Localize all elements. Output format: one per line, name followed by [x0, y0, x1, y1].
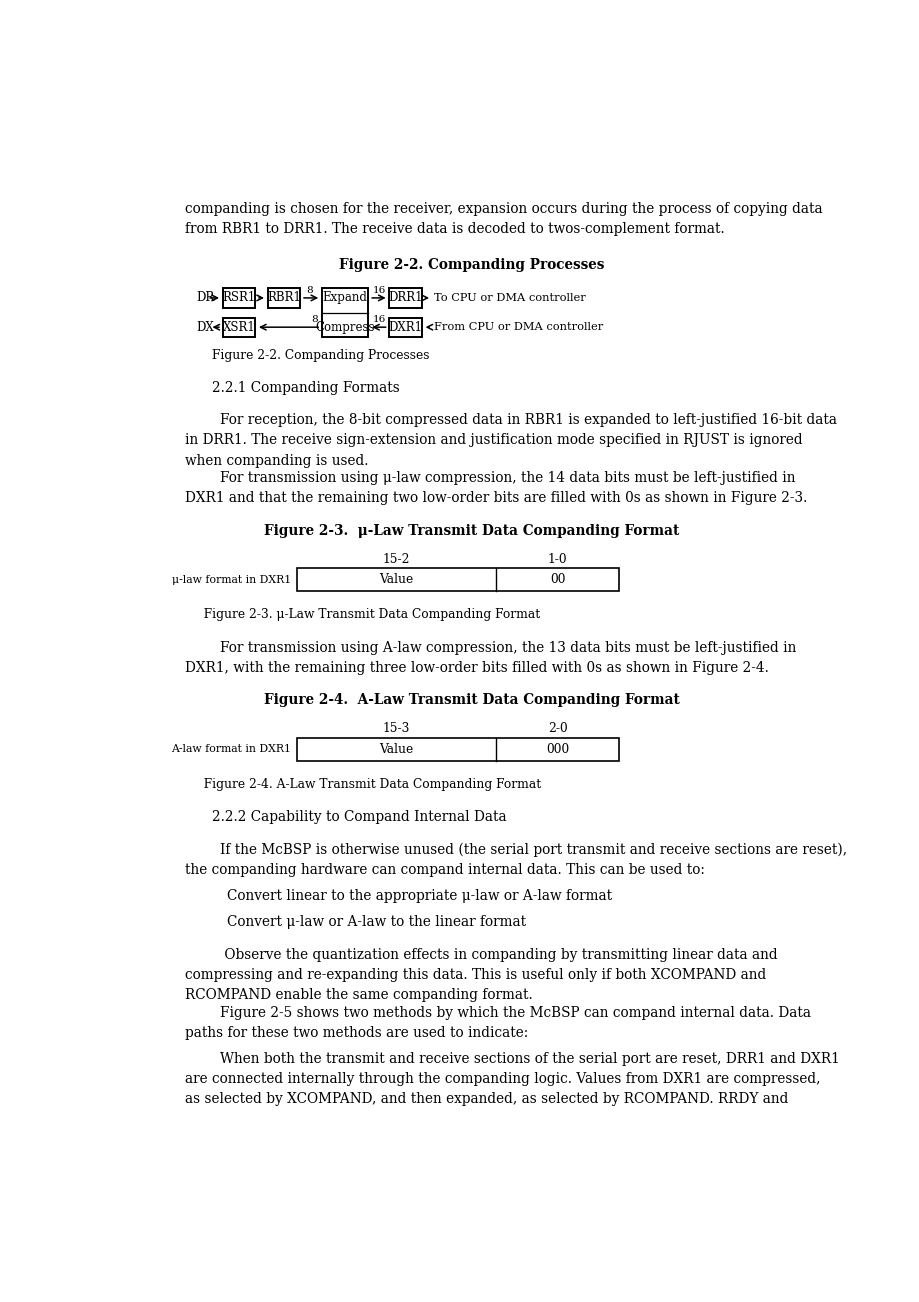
Text: DR: DR: [196, 292, 214, 305]
Text: When both the transmit and receive sections of the serial port are reset, DRR1 a: When both the transmit and receive secti…: [185, 1052, 839, 1105]
Text: Observe the quantization effects in companding by transmitting linear data and
c: Observe the quantization effects in comp…: [185, 948, 777, 1003]
Text: 00: 00: [550, 573, 564, 586]
Bar: [267, 288, 300, 307]
Text: Figure 2-4. A-Law Transmit Data Companding Format: Figure 2-4. A-Law Transmit Data Compandi…: [196, 777, 541, 790]
Text: 16: 16: [372, 315, 385, 324]
Text: Figure 2-3.  μ-Law Transmit Data Companding Format: Figure 2-3. μ-Law Transmit Data Compandi…: [264, 523, 678, 538]
Text: For transmission using μ-law compression, the 14 data bits must be left-justifie: For transmission using μ-law compression…: [185, 471, 806, 505]
Text: Figure 2-3. μ-Law Transmit Data Companding Format: Figure 2-3. μ-Law Transmit Data Compandi…: [196, 608, 540, 621]
Text: For transmission using A-law compression, the 13 data bits must be left-justifie: For transmission using A-law compression…: [185, 641, 795, 674]
Text: For reception, the 8-bit compressed data in RBR1 is expanded to left-justified 1: For reception, the 8-bit compressed data…: [185, 414, 836, 467]
Bar: [297, 568, 618, 591]
Text: Convert linear to the appropriate μ-law or A-law format: Convert linear to the appropriate μ-law …: [227, 888, 612, 902]
Text: DRR1: DRR1: [388, 292, 423, 305]
Text: RBR1: RBR1: [267, 292, 301, 305]
Text: To CPU or DMA controller: To CPU or DMA controller: [434, 293, 585, 303]
Text: Figure 2-4.  A-Law Transmit Data Companding Format: Figure 2-4. A-Law Transmit Data Compandi…: [263, 693, 679, 707]
Bar: [322, 288, 368, 337]
Text: Expand: Expand: [323, 292, 368, 305]
Text: 8: 8: [306, 286, 312, 294]
Text: 2.2.1 Companding Formats: 2.2.1 Companding Formats: [211, 381, 399, 395]
Bar: [297, 738, 618, 760]
Text: 16: 16: [372, 286, 385, 294]
Bar: [389, 318, 422, 337]
Bar: [222, 288, 255, 307]
Text: XSR1: XSR1: [222, 320, 255, 333]
Text: Figure 2-2. Companding Processes: Figure 2-2. Companding Processes: [211, 349, 429, 362]
Text: 8: 8: [311, 315, 317, 324]
Bar: [222, 318, 255, 337]
Text: DX: DX: [196, 320, 214, 333]
Text: companding is chosen for the receiver, expansion occurs during the process of co: companding is chosen for the receiver, e…: [185, 202, 822, 237]
Text: Figure 2-2. Companding Processes: Figure 2-2. Companding Processes: [338, 258, 604, 272]
Text: DXR1: DXR1: [388, 320, 422, 333]
Text: Compress: Compress: [315, 320, 375, 333]
Text: 000: 000: [545, 742, 569, 755]
Text: Convert μ-law or A-law to the linear format: Convert μ-law or A-law to the linear for…: [227, 915, 526, 930]
Text: RSR1: RSR1: [222, 292, 255, 305]
Text: 2.2.2 Capability to Compand Internal Data: 2.2.2 Capability to Compand Internal Dat…: [211, 810, 506, 824]
Text: 15-2: 15-2: [382, 553, 410, 566]
Text: μ-law format in DXR1: μ-law format in DXR1: [172, 574, 290, 585]
Text: Figure 2-5 shows two methods by which the McBSP can compand internal data. Data
: Figure 2-5 shows two methods by which th…: [185, 1005, 810, 1039]
Text: 2-0: 2-0: [547, 723, 567, 736]
Text: 15-3: 15-3: [382, 723, 410, 736]
Text: From CPU or DMA controller: From CPU or DMA controller: [434, 322, 603, 332]
Bar: [389, 288, 422, 307]
Text: Value: Value: [380, 573, 414, 586]
Text: A-law format in DXR1: A-law format in DXR1: [171, 745, 290, 754]
Text: If the McBSP is otherwise unused (the serial port transmit and receive sections : If the McBSP is otherwise unused (the se…: [185, 842, 846, 876]
Text: Value: Value: [380, 742, 414, 755]
Text: 1-0: 1-0: [547, 553, 567, 566]
